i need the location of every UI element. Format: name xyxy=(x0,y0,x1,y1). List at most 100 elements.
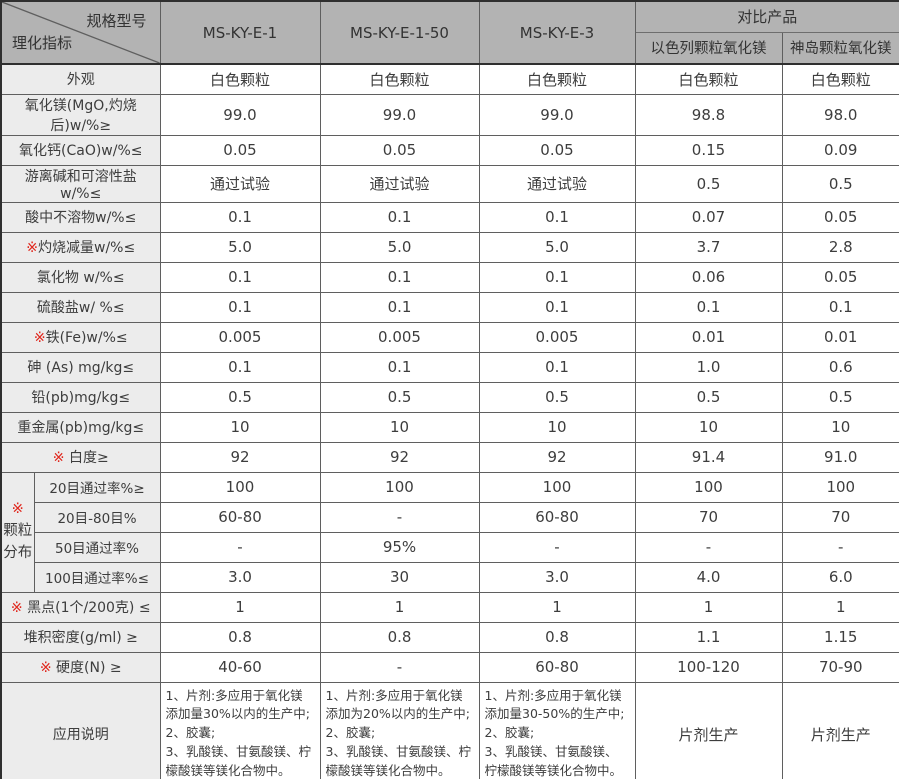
row-label: 氧化镁(MgO,灼烧后)w/%≥ xyxy=(0,93,161,136)
row-label: ※ 硬度(N) ≥ xyxy=(0,651,161,683)
table-row: ※ 黑点(1个/200克) ≤1 1 1 1 1 xyxy=(0,591,899,623)
required-star-icon: ※ xyxy=(39,660,57,676)
cell-value: 70-90 xyxy=(781,651,899,683)
row-label: 游离碱和可溶性盐w/%≤ xyxy=(0,164,161,203)
granule-distribution-group-label: ※ 颗粒 分布 xyxy=(0,471,35,593)
row-label-text: 白度≥ xyxy=(68,450,109,466)
row-label: 铅(pb)mg/kg≤ xyxy=(0,381,161,413)
column-header-ms-ky-e-3: MS-KY-E-3 xyxy=(478,0,636,65)
cell-value: 91.4 xyxy=(634,441,783,473)
row-label-text: 铁(Fe)w/%≤ xyxy=(45,330,128,346)
corner-label-physchem-indicator: 理化指标 xyxy=(12,34,73,52)
cell-value: 0.05 xyxy=(159,134,321,166)
row-label: 硫酸盐w/ %≤ xyxy=(0,291,161,323)
cell-value: 0.01 xyxy=(781,321,899,353)
required-star-icon: ※ xyxy=(52,450,69,466)
table-row: 重金属(pb)mg/kg≤ 10 10 10 10 10 xyxy=(0,411,899,443)
cell-value: 0.1 xyxy=(478,291,636,323)
table-row: 酸中不溶物w/%≤ 0.1 0.1 0.1 0.07 0.05 xyxy=(0,201,899,233)
cell-value: 0.01 xyxy=(634,321,783,353)
cell-value: 98.8 xyxy=(634,93,783,136)
application-note-cell: 片剂生产 xyxy=(781,681,899,779)
cell-value: 白色颗粒 xyxy=(634,63,783,95)
corner-label-spec-model: 规格型号 xyxy=(86,12,147,30)
required-star-icon: ※ xyxy=(10,600,28,616)
cell-value: 100-120 xyxy=(634,651,783,683)
row-label: 重金属(pb)mg/kg≤ xyxy=(0,411,161,443)
cell-value: 98.0 xyxy=(781,93,899,136)
row-label: ※ 黑点(1个/200克) ≤ xyxy=(0,591,161,623)
required-star-icon: ※ xyxy=(33,330,46,346)
cell-value: 0.1 xyxy=(478,351,636,383)
cell-value: 0.5 xyxy=(319,381,480,413)
row-label-text: 外观 xyxy=(66,72,95,89)
cell-value: 100 xyxy=(781,471,899,503)
granule-group-label-line: 分布 xyxy=(3,544,33,561)
cell-value: 10 xyxy=(159,411,321,443)
cell-value: 通过试验 xyxy=(159,164,321,203)
cell-value: 0.8 xyxy=(319,621,480,653)
row-label-text: 游离碱和可溶性盐w/%≤ xyxy=(24,168,137,202)
row-label-text: 重金属(pb)mg/kg≤ xyxy=(17,420,145,436)
table-row: ※ 硬度(N) ≥40-60-60-80 100-120 70-90 xyxy=(0,651,899,683)
cell-value: 0.1 xyxy=(634,291,783,323)
cell-value: 91.0 xyxy=(781,441,899,473)
cell-value: 70 xyxy=(634,501,783,533)
cell-value: 0.07 xyxy=(634,201,783,233)
cell-value: - xyxy=(634,531,783,563)
cell-value: - xyxy=(319,501,480,533)
corner-header-cell: 规格型号 理化指标 xyxy=(0,0,161,65)
comparison-group-header: 对比产品 xyxy=(634,0,899,33)
cell-value: 30 xyxy=(319,561,480,593)
cell-value: 70 xyxy=(781,501,899,533)
row-label: 氧化钙(CaO)w/%≤ xyxy=(0,134,161,166)
granule-group-label-line: 颗粒 xyxy=(3,523,33,540)
table-row: 氧化钙(CaO)w/%≤ 0.05 0.05 0.05 0.15 0.09 xyxy=(0,134,899,166)
cell-value: 99.0 xyxy=(478,93,636,136)
granule-row-label: 100目通过率%≤ xyxy=(33,561,161,593)
row-label-text: 砷 (As) mg/kg≤ xyxy=(27,360,135,376)
cell-value: 0.1 xyxy=(159,201,321,233)
cell-value: 0.05 xyxy=(781,261,899,293)
row-label: ※铁(Fe)w/%≤ xyxy=(0,321,161,353)
table-row: 应用说明 1、片剂:多应用于氧化镁添加量30%以内的生产中; 2、胶囊; 3、乳酸… xyxy=(0,681,899,779)
cell-value: 92 xyxy=(478,441,636,473)
cell-value: 0.1 xyxy=(319,201,480,233)
table-row: 外观 白色颗粒 白色颗粒 白色颗粒 白色颗粒 白色颗粒 xyxy=(0,63,899,95)
table-row: 砷 (As) mg/kg≤ 0.1 0.1 0.1 1.0 0.6 xyxy=(0,351,899,383)
cell-value: - xyxy=(478,531,636,563)
row-label: ※灼烧减量w/%≤ xyxy=(0,231,161,263)
cell-value: 0.1 xyxy=(159,261,321,293)
cell-value: 100 xyxy=(478,471,636,503)
cell-value: 6.0 xyxy=(781,561,899,593)
application-note-cell: 1、片剂:多应用于氧化镁添加为20%以内的生产中; 2、胶囊; 3、乳酸镁、甘氨… xyxy=(319,681,480,779)
application-note-cell: 1、片剂:多应用于氧化镁添加量30-50%的生产中; 2、胶囊; 3、乳酸镁、甘… xyxy=(478,681,636,779)
cell-value: 0.1 xyxy=(478,201,636,233)
cell-value: 0.1 xyxy=(781,291,899,323)
required-star-icon: ※ xyxy=(26,240,39,256)
cell-value: 92 xyxy=(319,441,480,473)
cell-value: 1 xyxy=(319,591,480,623)
cell-value: 白色颗粒 xyxy=(478,63,636,95)
cell-value: 100 xyxy=(634,471,783,503)
row-label-text: 氧化钙(CaO)w/%≤ xyxy=(19,143,143,159)
column-header-ms-ky-e-1: MS-KY-E-1 xyxy=(159,0,321,65)
cell-value: 0.8 xyxy=(159,621,321,653)
application-note-cell: 片剂生产 xyxy=(634,681,783,779)
row-label-text: 氧化镁(MgO,灼烧后)w/%≥ xyxy=(24,97,137,134)
cell-value: 白色颗粒 xyxy=(319,63,480,95)
column-header-shendao-granular-mgo: 神岛颗粒氧化镁 xyxy=(781,31,899,65)
table-row: 铅(pb)mg/kg≤ 0.5 0.5 0.5 0.5 0.5 xyxy=(0,381,899,413)
cell-value: 通过试验 xyxy=(478,164,636,203)
cell-value: - xyxy=(319,651,480,683)
cell-value: 0.6 xyxy=(781,351,899,383)
row-label-text: 灼烧减量w/%≤ xyxy=(38,240,136,256)
row-label: 应用说明 xyxy=(0,681,161,779)
cell-value: 5.0 xyxy=(319,231,480,263)
cell-value: 0.05 xyxy=(781,201,899,233)
row-label-text: 黑点(1个/200克) ≤ xyxy=(27,600,151,616)
cell-value: 1.0 xyxy=(634,351,783,383)
table-row: ※灼烧减量w/%≤ 5.0 5.0 5.0 3.7 2.8 xyxy=(0,231,899,263)
row-label: 堆积密度(g/ml) ≥ xyxy=(0,621,161,653)
